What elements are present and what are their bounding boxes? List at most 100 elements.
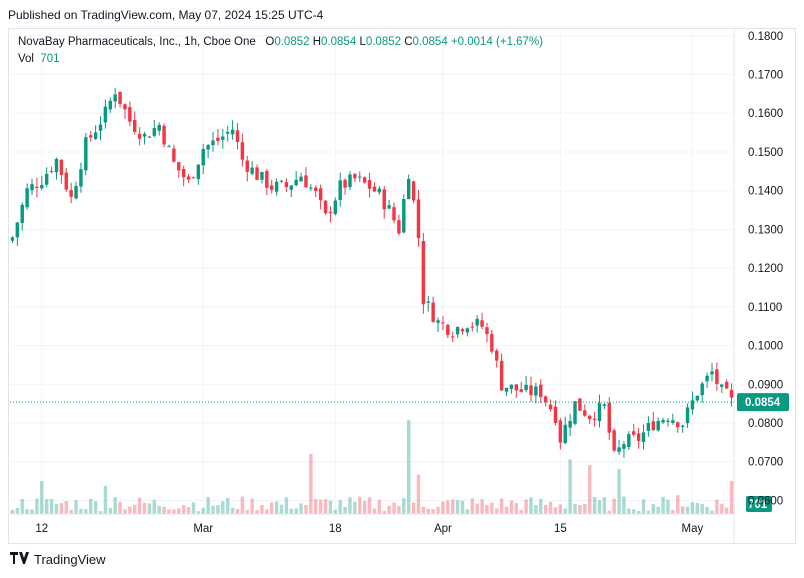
volume-bar: [235, 508, 240, 514]
volume-bar: [578, 505, 582, 514]
candle-body: [636, 433, 641, 441]
candle-body: [103, 106, 108, 123]
candle: [602, 403, 607, 410]
candle-body: [627, 434, 631, 447]
volume-bar: [387, 506, 391, 514]
close-label: C: [404, 36, 413, 48]
volume-bar: [103, 485, 108, 514]
candle-body: [98, 124, 103, 131]
candle: [680, 424, 685, 433]
price-tick-label: 0.1400: [748, 186, 783, 198]
price-chart[interactable]: 0.0854 701 0.1800 0.1700 0.1600 0.1500 0.1400…: [8, 28, 796, 544]
candle-body: [656, 420, 660, 431]
candle: [328, 206, 333, 223]
candle: [587, 414, 592, 424]
candle-body: [15, 222, 20, 238]
candle-body: [690, 400, 695, 410]
volume-bar: [54, 504, 59, 514]
volume-bar: [304, 504, 308, 514]
close-value: 0.0854: [412, 36, 448, 48]
volume-bar: [177, 508, 181, 514]
volume-bar: [318, 499, 323, 514]
candle-body: [74, 186, 78, 199]
candle: [622, 441, 626, 458]
candle: [485, 322, 489, 343]
candle-body: [328, 211, 333, 214]
chart-grid: [10, 30, 734, 514]
candle-body: [84, 137, 88, 171]
candle-body: [441, 322, 445, 324]
volume-bar: [627, 508, 631, 514]
candle: [177, 162, 181, 178]
candle: [509, 384, 514, 394]
price-tick-label: 0.1600: [748, 108, 783, 120]
candle-body: [59, 159, 64, 175]
volume-bar: [372, 508, 377, 514]
candle: [137, 127, 142, 146]
volume-bar: [108, 508, 112, 514]
volume-bars: [10, 420, 734, 514]
candle: [568, 413, 572, 437]
volume-bar: [255, 510, 259, 514]
high-label: H: [312, 36, 322, 48]
candle: [529, 376, 533, 402]
candle: [671, 413, 675, 425]
volume-bar: [641, 499, 646, 514]
symbol-name: NovaBay Pharmaceuticals, Inc., 1h, Cboe …: [18, 36, 256, 48]
high-value: 0.0854: [321, 36, 357, 48]
candle: [44, 167, 49, 188]
candle-body: [583, 410, 587, 416]
tradingview-brand[interactable]: TradingView: [10, 552, 106, 567]
candle-body: [397, 220, 401, 234]
volume-bar: [656, 506, 660, 514]
candle: [661, 417, 665, 424]
candle: [607, 397, 611, 441]
candle-body: [54, 158, 59, 173]
candle-body: [729, 389, 734, 398]
candle: [98, 116, 103, 141]
candle-body: [157, 124, 161, 131]
candle-body: [509, 384, 514, 389]
volume-bar: [348, 497, 352, 514]
candle: [309, 184, 313, 191]
candle: [715, 362, 719, 391]
candle: [495, 348, 499, 368]
candle-body: [162, 125, 166, 145]
candle-body: [230, 129, 235, 135]
candle-body: [465, 328, 470, 333]
candle-body: [49, 171, 54, 173]
candle-body: [495, 350, 499, 361]
candle-body: [35, 186, 39, 188]
candle: [656, 417, 660, 432]
candle: [490, 330, 494, 354]
candle: [118, 91, 122, 108]
candle: [20, 202, 24, 231]
candle: [406, 174, 411, 200]
candle-body: [128, 107, 132, 122]
candle-body: [367, 180, 372, 189]
candle: [113, 87, 117, 109]
price-axis: 0.1800 0.1700 0.1600 0.1500 0.1400 0.1300 0.12…: [733, 30, 783, 544]
volume-bar: [671, 509, 675, 514]
price-tick-label: 0.0600: [748, 495, 783, 507]
candle: [186, 173, 191, 184]
volume-bar: [460, 500, 465, 514]
candle: [201, 143, 205, 175]
volume-bar: [553, 507, 558, 514]
candle-body: [568, 420, 572, 428]
volume-bar: [685, 506, 690, 514]
candle: [573, 401, 577, 426]
last-price-line: 0.0854 701: [10, 393, 789, 512]
candle: [89, 130, 93, 142]
candle-body: [299, 176, 303, 182]
volume-bar: [397, 506, 401, 514]
candle-body: [304, 175, 308, 188]
volume-bar: [69, 509, 73, 514]
volume-bar: [470, 498, 474, 514]
candle-body: [402, 199, 406, 233]
candle: [710, 362, 714, 382]
candle: [548, 399, 553, 412]
candle-body: [25, 188, 29, 208]
volume-bar: [485, 504, 489, 514]
candle: [348, 171, 352, 191]
